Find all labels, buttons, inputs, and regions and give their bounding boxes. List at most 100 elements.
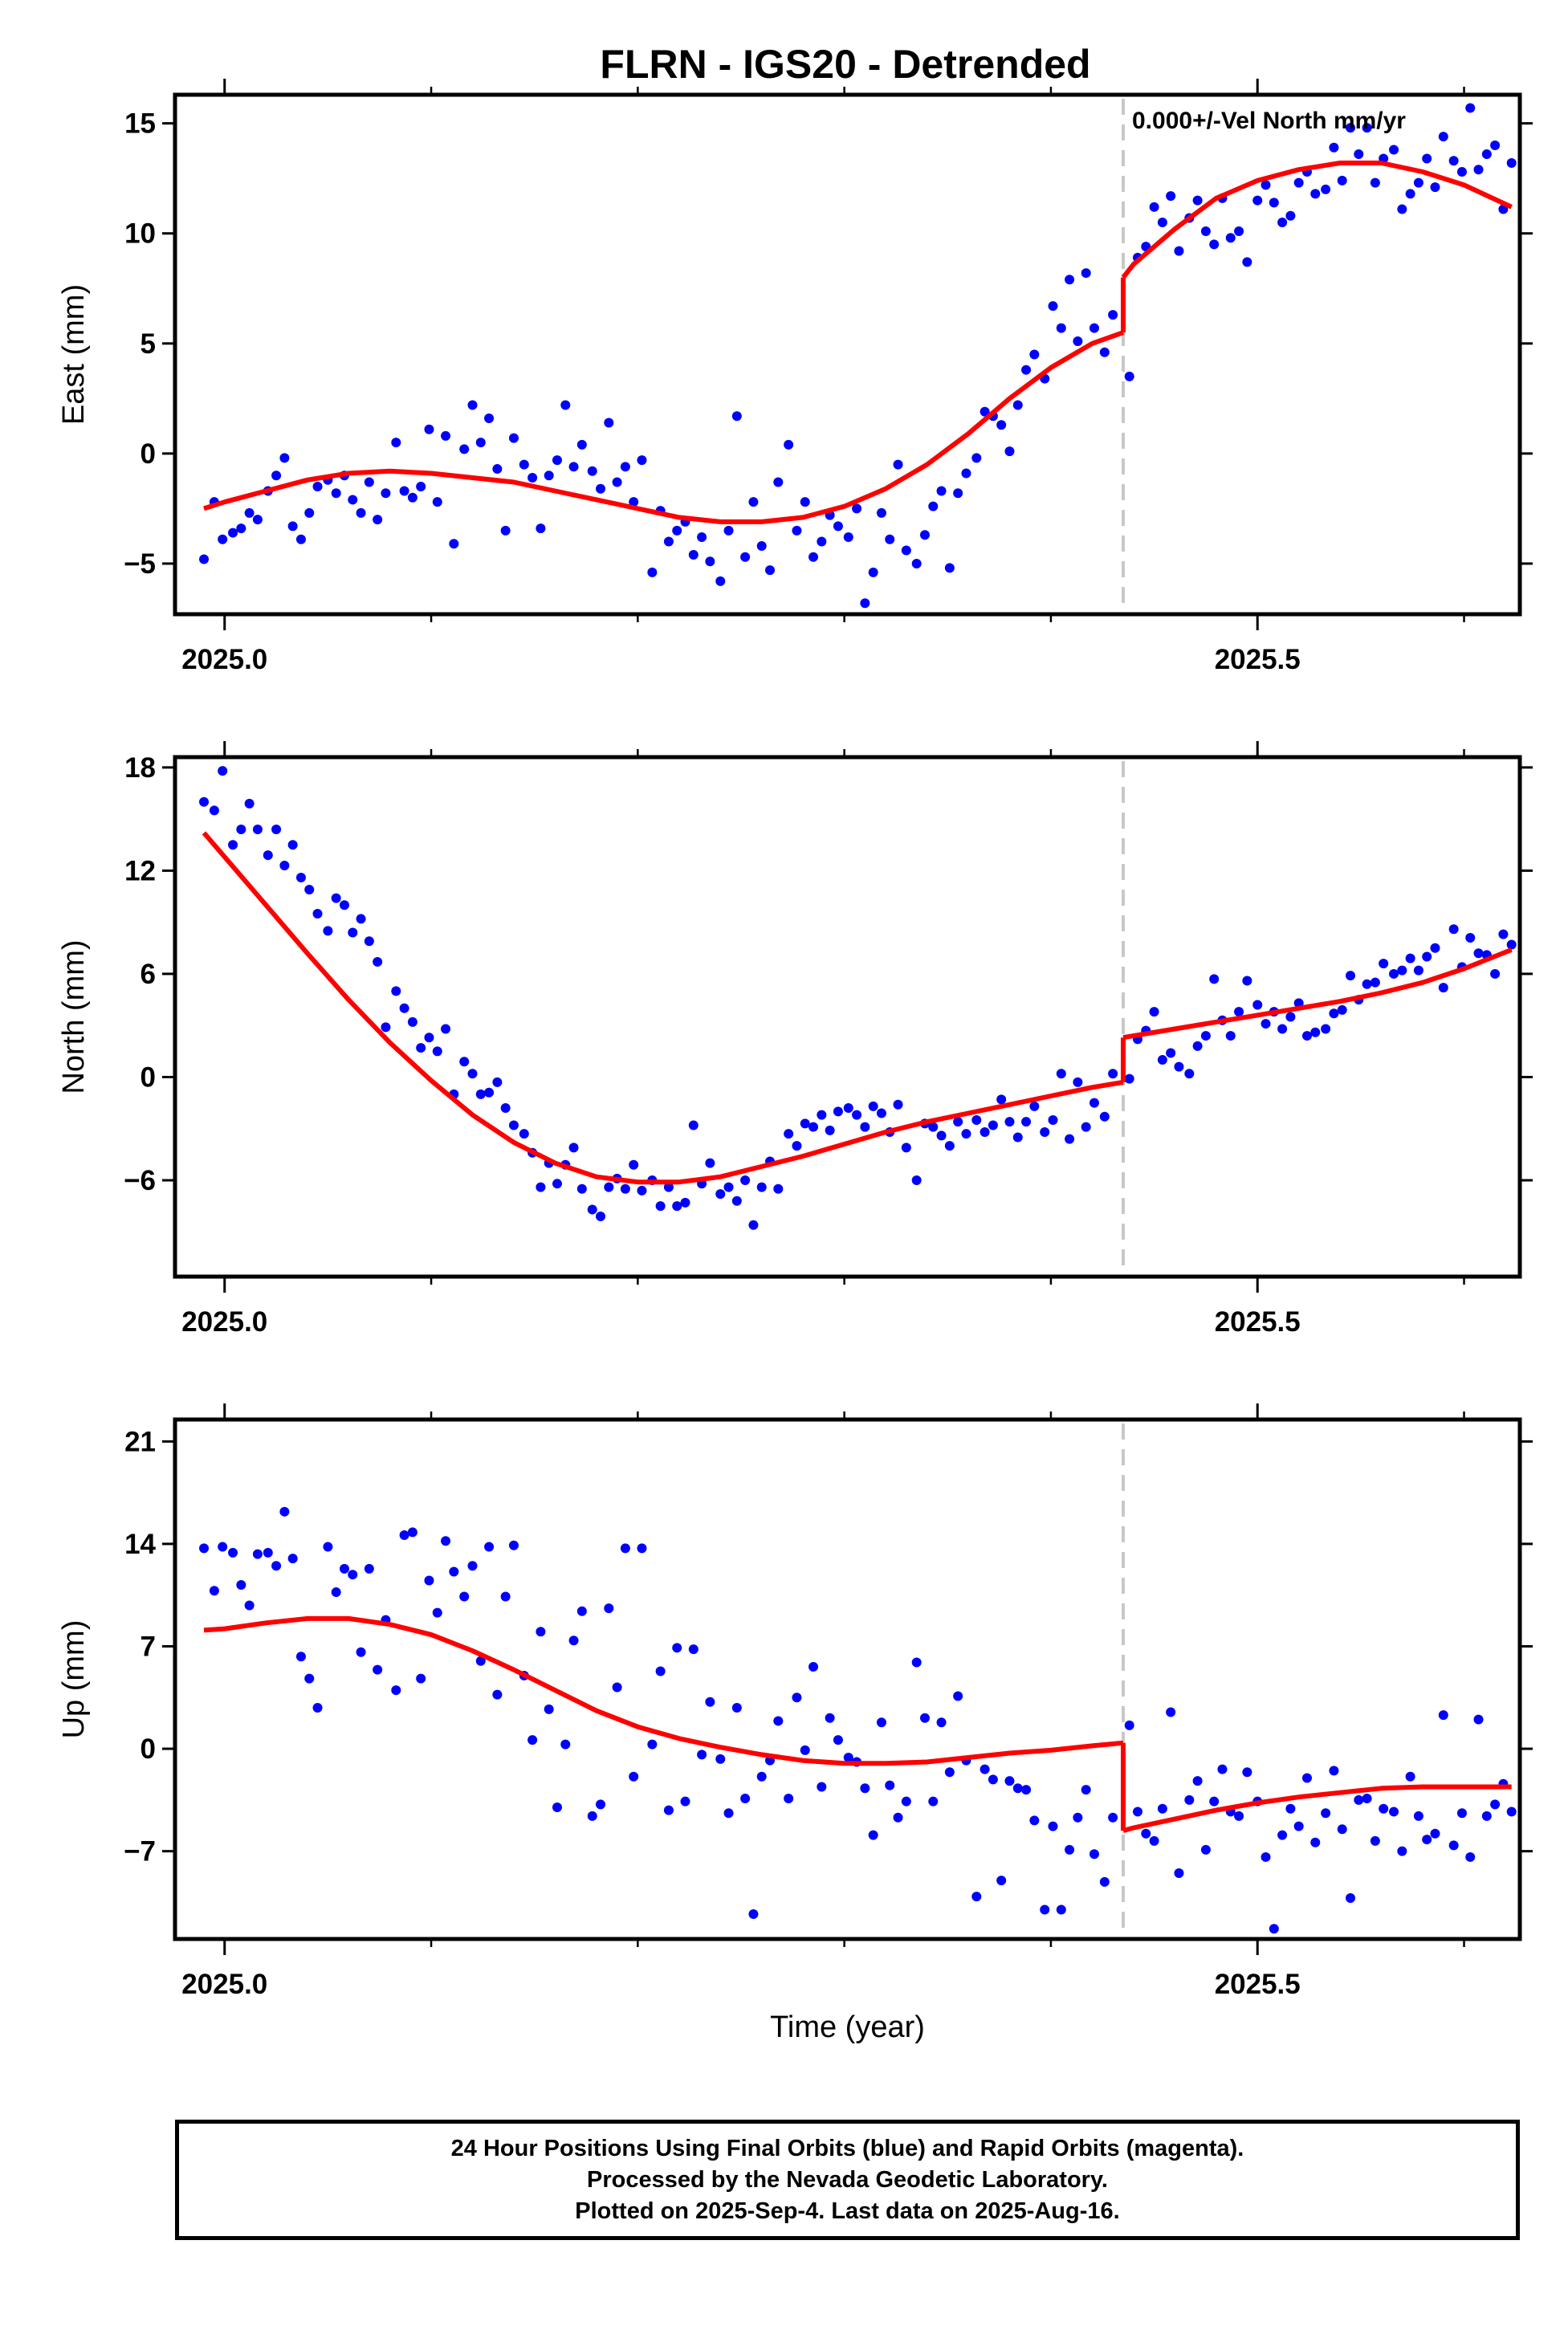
data-point bbox=[852, 1110, 862, 1120]
data-point bbox=[475, 1656, 486, 1666]
data-point bbox=[1329, 142, 1339, 153]
data-point bbox=[304, 507, 315, 518]
data-point bbox=[263, 850, 273, 861]
data-point bbox=[1073, 336, 1083, 347]
data-point bbox=[218, 1542, 228, 1552]
data-point bbox=[944, 1767, 955, 1778]
data-point bbox=[860, 598, 870, 609]
data-point bbox=[252, 1549, 263, 1559]
data-point bbox=[740, 1794, 751, 1804]
y-axis-label: East (mm) bbox=[57, 284, 91, 425]
data-point bbox=[901, 545, 911, 556]
data-point bbox=[271, 824, 282, 834]
data-point bbox=[1465, 1851, 1476, 1862]
data-point bbox=[911, 1175, 922, 1186]
data-point bbox=[705, 556, 715, 567]
data-point bbox=[236, 824, 246, 834]
model-curve-segment bbox=[203, 330, 1125, 524]
data-point bbox=[800, 1118, 810, 1129]
data-point bbox=[1012, 400, 1023, 410]
data-point bbox=[1073, 1077, 1083, 1087]
footer-line-1: 24 Hour Positions Using Final Orbits (bl… bbox=[450, 2135, 1244, 2161]
data-point bbox=[612, 1682, 622, 1693]
data-point bbox=[1321, 1024, 1331, 1034]
data-point bbox=[1089, 323, 1099, 333]
data-point bbox=[1200, 1031, 1211, 1041]
data-point bbox=[1184, 1069, 1195, 1079]
data-point bbox=[568, 462, 579, 472]
data-point bbox=[784, 1794, 794, 1804]
data-point bbox=[1021, 1117, 1032, 1127]
data-point bbox=[817, 536, 827, 547]
data-point bbox=[312, 481, 323, 491]
data-point bbox=[1337, 1824, 1347, 1835]
data-point bbox=[1149, 1835, 1159, 1846]
data-point bbox=[449, 1566, 459, 1577]
data-point bbox=[1354, 149, 1364, 160]
data-point bbox=[1184, 1794, 1195, 1805]
series-points bbox=[199, 1506, 1517, 1934]
data-point bbox=[1405, 189, 1415, 199]
model-curve-segment bbox=[1121, 161, 1513, 279]
data-point bbox=[1329, 1008, 1339, 1019]
data-point bbox=[441, 1024, 451, 1034]
data-point bbox=[1346, 1892, 1356, 1903]
y-tick-label: −7 bbox=[124, 1836, 156, 1868]
data-point bbox=[295, 534, 306, 544]
data-point bbox=[688, 1644, 698, 1655]
data-point bbox=[1209, 1796, 1220, 1807]
data-point bbox=[1389, 1807, 1399, 1817]
data-point bbox=[1490, 968, 1501, 979]
data-point bbox=[536, 1182, 546, 1192]
data-point bbox=[587, 466, 597, 476]
data-point bbox=[519, 459, 529, 470]
data-point bbox=[199, 796, 210, 807]
data-point bbox=[1108, 310, 1118, 320]
data-point bbox=[860, 1783, 870, 1794]
data-point bbox=[885, 1780, 895, 1790]
data-point bbox=[1430, 182, 1440, 193]
data-point bbox=[784, 1129, 794, 1139]
data-point bbox=[432, 497, 442, 507]
x-tick-label: 2025.0 bbox=[181, 1306, 267, 1338]
data-point bbox=[868, 1101, 878, 1111]
data-point bbox=[1261, 180, 1271, 190]
x-tick-label: 2025.5 bbox=[1215, 644, 1301, 675]
data-point bbox=[312, 908, 323, 919]
data-point bbox=[1465, 932, 1476, 943]
y-tick-label: 0 bbox=[141, 1733, 156, 1765]
y-tick-label: 14 bbox=[124, 1529, 156, 1560]
data-point bbox=[364, 1563, 374, 1574]
data-point bbox=[381, 488, 391, 499]
data-point bbox=[279, 453, 290, 463]
data-point bbox=[756, 1771, 767, 1782]
data-point bbox=[279, 1506, 290, 1517]
data-point bbox=[731, 1196, 742, 1206]
y-tick-label: 10 bbox=[124, 218, 156, 250]
data-point bbox=[1285, 210, 1296, 221]
data-point bbox=[552, 455, 562, 466]
data-point bbox=[519, 1129, 529, 1139]
data-point bbox=[971, 453, 982, 463]
data-point bbox=[961, 1129, 971, 1139]
data-point bbox=[647, 567, 658, 577]
data-point bbox=[620, 1183, 630, 1194]
data-point bbox=[1310, 1837, 1321, 1847]
data-point bbox=[364, 936, 374, 947]
data-point bbox=[331, 488, 341, 499]
data-point bbox=[911, 1657, 922, 1668]
data-point bbox=[1362, 123, 1372, 133]
data-point bbox=[441, 1536, 451, 1546]
data-point bbox=[1157, 1055, 1167, 1065]
data-point bbox=[1321, 184, 1331, 194]
data-point bbox=[792, 1693, 802, 1703]
data-point bbox=[996, 1876, 1007, 1886]
data-point bbox=[441, 430, 451, 441]
data-point bbox=[295, 872, 306, 882]
data-point bbox=[236, 1579, 246, 1590]
data-point bbox=[604, 418, 614, 428]
data-point bbox=[876, 1108, 886, 1118]
plot-frame bbox=[173, 92, 1522, 617]
data-point bbox=[492, 1077, 503, 1087]
data-point bbox=[1252, 195, 1263, 206]
